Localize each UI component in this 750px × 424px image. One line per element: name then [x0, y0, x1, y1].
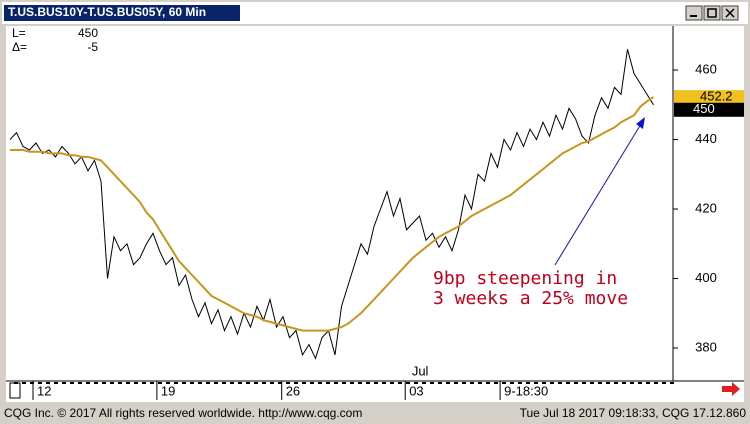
window-title: T.US.BUS10Y-T.US.BUS05Y, 60 Min — [8, 5, 206, 19]
x-tick-label: 26 — [286, 383, 300, 398]
x-tick-label: 19 — [161, 383, 175, 398]
title-highlight — [4, 5, 240, 21]
scroll-arrow[interactable] — [722, 382, 740, 396]
ma-price-label: 452.2 — [700, 89, 733, 104]
x-tick-label: 03 — [409, 383, 423, 398]
arrow-head — [636, 117, 645, 129]
chart-area — [6, 26, 744, 402]
readout-label: L= — [12, 26, 26, 40]
footer-right: Tue Jul 18 2017 09:18:33, CQG 17.12.860 — [520, 406, 747, 420]
series-line — [9, 49, 654, 360]
y-tick-label: 400 — [695, 270, 717, 285]
last-price-box — [674, 102, 744, 117]
x-tick-label: 12 — [37, 383, 51, 398]
window-buttons[interactable] — [685, 5, 739, 21]
x-month-label: Jul — [412, 363, 429, 378]
x-tick-label: 9-18:30 — [504, 383, 548, 398]
last-price-label: 450 — [693, 101, 715, 116]
maximize-icon — [707, 8, 717, 18]
y-tick-label: 420 — [695, 200, 717, 215]
readout-label: Δ= — [12, 40, 27, 54]
y-tick-label: 440 — [695, 131, 717, 146]
footer-bar — [0, 403, 750, 424]
close-icon — [725, 8, 735, 18]
maximize-button[interactable] — [703, 5, 721, 21]
annotation: 3 weeks a 25% move — [433, 288, 628, 309]
footer-left: CQG Inc. © 2017 All rights reserved worl… — [4, 406, 362, 420]
scroll-box[interactable] — [9, 382, 21, 399]
series-line — [10, 96, 655, 332]
ma-price-box — [674, 90, 744, 105]
minimize-button[interactable] — [685, 5, 703, 21]
readout-last: 450 — [78, 26, 98, 40]
annotation-arrow — [554, 123, 642, 266]
y-tick-label: 460 — [695, 61, 717, 76]
readout-delta: -5 — [87, 40, 98, 54]
y-tick-label: 380 — [695, 339, 717, 354]
annotation: 9bp steepening in — [433, 268, 617, 289]
